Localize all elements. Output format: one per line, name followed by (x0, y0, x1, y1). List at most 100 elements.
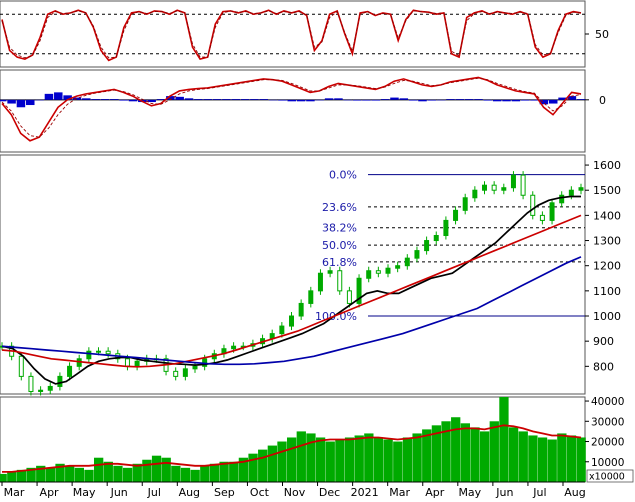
price-candle-4 (38, 389, 44, 392)
volume-bar-44 (422, 429, 432, 482)
volume-bar-56 (537, 437, 548, 482)
x-tick-label-5: Aug (179, 486, 200, 498)
price-tick-label-3: 1100 (593, 285, 621, 298)
volume-bar-60 (576, 437, 586, 482)
macd-series-1 (1, 77, 582, 138)
volume-bar-30 (287, 437, 297, 482)
macd-histogram-bar-18 (166, 96, 175, 100)
macd-histogram-bar-32 (296, 99, 306, 102)
volume-bar-3 (26, 467, 36, 482)
volume-bar-54 (518, 431, 528, 482)
volume-unit-box (586, 469, 634, 483)
macd-histogram-bar-56 (520, 99, 530, 101)
volume-bar-0 (0, 473, 7, 482)
macd-histogram-bar-42 (390, 97, 399, 100)
volume-bar-53 (508, 427, 519, 482)
volume-bar-27 (258, 449, 268, 482)
macd-histogram-bar-3 (26, 99, 35, 106)
volume-bar-25 (238, 457, 249, 482)
price-candle-6 (57, 375, 63, 387)
volume-bar-12 (113, 465, 123, 482)
macd-histogram-bar-13 (119, 99, 128, 101)
price-candle-2 (18, 355, 24, 377)
price-candle-3 (28, 375, 34, 392)
price-tick-label-7: 1500 (593, 184, 621, 197)
volume-bar-8 (74, 467, 84, 482)
macd-histogram-bar-11 (100, 99, 110, 100)
price-candle-34 (327, 270, 333, 274)
volume-bar-20 (190, 469, 200, 482)
price-candle-53 (510, 174, 516, 189)
price-candle-29 (279, 325, 285, 335)
volume-bar-18 (171, 465, 181, 482)
price-candle-30 (289, 315, 294, 327)
volume-bar-57 (547, 439, 557, 482)
price-candle-49 (472, 189, 478, 199)
volume-bar-17 (161, 457, 171, 482)
volume-bar-29 (277, 441, 287, 482)
price-candle-37 (356, 277, 362, 304)
volume-bar-19 (180, 467, 191, 482)
macd-histogram-bar-5 (44, 93, 54, 100)
volume-bar-37 (354, 435, 364, 482)
oscillator-tick-label-0: 50 (595, 28, 609, 41)
macd-histogram-bar-0 (0, 99, 7, 102)
macd-histogram-bar-59 (548, 99, 558, 104)
macd-histogram-bar-34 (315, 99, 325, 101)
price-moving-average-1 (1, 214, 582, 368)
fibonacci-label-0: 0.0% (329, 169, 357, 182)
price-candle-31 (298, 302, 304, 317)
macd-histogram-bar-10 (91, 99, 100, 100)
price-candle-39 (375, 270, 381, 274)
x-tick-label-6: Sep (214, 486, 235, 498)
volume-bar-48 (460, 423, 470, 482)
macd-histogram-bar-31 (287, 99, 296, 102)
macd-histogram-bar-37 (343, 99, 353, 101)
volume-bar-6 (55, 463, 65, 482)
volume-bar-21 (200, 465, 210, 482)
volume-bar-13 (122, 467, 133, 482)
macd-histogram-bar-62 (577, 99, 586, 100)
macd-histogram-bar-36 (334, 98, 343, 100)
macd-histogram-bar-2 (16, 99, 26, 108)
macd-histogram-bar-14 (128, 99, 138, 102)
macd-tick-label-0: 0 (599, 94, 606, 107)
macd-histogram-bar-29 (268, 99, 278, 101)
macd-histogram-bar-1 (7, 99, 16, 104)
price-candle-11 (105, 350, 111, 355)
macd-histogram-bar-7 (63, 95, 72, 100)
volume-bar-50 (480, 431, 490, 482)
volume-bar-40 (383, 439, 393, 482)
price-candle-10 (96, 350, 101, 353)
macd-histogram-bar-57 (530, 99, 539, 101)
macd-histogram-bar-28 (259, 99, 268, 100)
volume-bar-11 (103, 461, 113, 482)
macd-histogram-bar-52 (483, 99, 493, 101)
macd-panel-frame (0, 69, 586, 153)
volume-bar-45 (431, 425, 442, 482)
volume-bar-16 (151, 455, 162, 482)
price-candle-36 (346, 290, 352, 304)
macd-histogram-bar-25 (231, 99, 240, 100)
volume-bar-38 (364, 433, 374, 482)
volume-bar-31 (296, 431, 306, 482)
volume-bar-22 (209, 463, 220, 482)
volume-bar-4 (36, 465, 46, 482)
macd-histogram-bar-16 (147, 99, 156, 103)
macd-histogram-bar-8 (72, 97, 82, 100)
price-panel-frame (0, 154, 586, 395)
volume-bar-2 (16, 469, 27, 482)
volume-bar-59 (566, 435, 577, 482)
price-candle-57 (549, 202, 555, 221)
fibonacci-label-4: 61.8% (322, 256, 357, 269)
volume-bar-47 (451, 417, 461, 482)
x-tick-label-16: Aug (564, 486, 585, 498)
price-candle-13 (124, 358, 130, 367)
price-candle-51 (491, 184, 497, 191)
x-tick-label-1: Apr (40, 486, 60, 498)
volume-bar-5 (45, 467, 56, 482)
price-candle-48 (462, 197, 468, 211)
volume-bar-41 (393, 441, 403, 482)
